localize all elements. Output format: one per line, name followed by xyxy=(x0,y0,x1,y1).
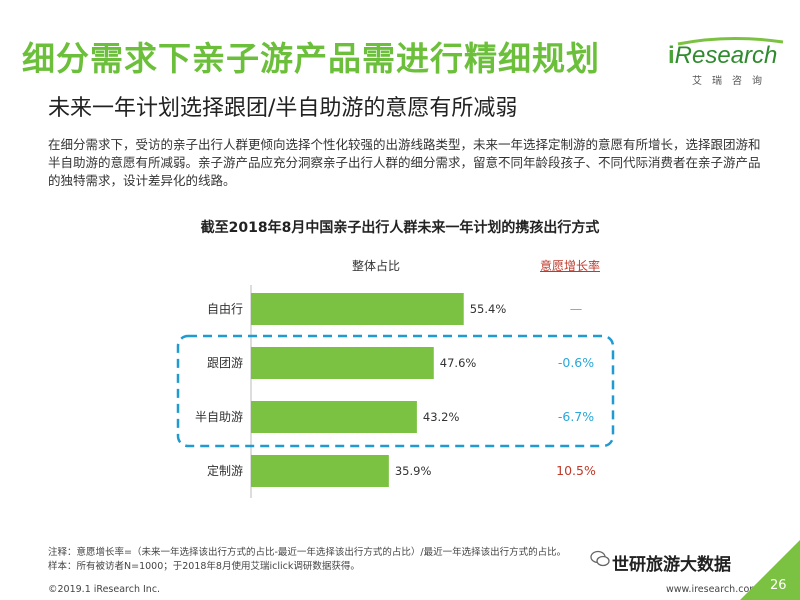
wechat-icon xyxy=(590,550,610,567)
value-label: 35.9% xyxy=(395,464,432,478)
value-label: 47.6% xyxy=(440,356,477,370)
logo-chinese: 艾瑞咨询 xyxy=(692,76,772,87)
column-header-share: 整体占比 xyxy=(352,259,401,273)
iresearch-logo: iResearch 艾瑞咨询 xyxy=(668,36,788,92)
bar xyxy=(251,455,389,487)
bar xyxy=(251,293,464,325)
page-number: 26 xyxy=(770,578,787,593)
logo-wordmark: iResearch xyxy=(668,42,777,70)
category-label: 跟团游 xyxy=(207,356,243,370)
description-text: 在细分需求下，受访的亲子出行人群更倾向选择个性化较强的出游线路类型，未来一年选择… xyxy=(48,137,761,188)
chart-title: 截至2018年8月中国亲子出行人群未来一年计划的携孩出行方式 xyxy=(200,220,600,236)
growth-rate-label: — xyxy=(570,301,583,316)
highlight-box xyxy=(176,334,615,448)
corner-decoration xyxy=(740,540,800,600)
growth-rate-label: 10.5% xyxy=(556,463,596,478)
logo-swoosh-icon xyxy=(677,36,784,46)
category-label: 定制游 xyxy=(207,463,243,478)
category-label: 半自助游 xyxy=(195,410,243,424)
footer-note-sample: 样本：所有被访者N=1000；于2018年8月使用艾瑞iclick调研数据获得。 xyxy=(48,561,360,572)
bar xyxy=(251,401,417,433)
logo-i: i xyxy=(668,42,675,69)
page-title: 细分需求下亲子游产品需进行精细规划 xyxy=(22,39,600,78)
growth-rate-label: -6.7% xyxy=(558,409,594,424)
copyright: ©2019.1 iResearch Inc. xyxy=(48,584,161,595)
footer-notes: 注释：意愿增长率=（未来一年选择该出行方式的占比-最近一年选择该出行方式的占比）… xyxy=(48,546,566,574)
column-header-growth-rate: 意愿增长率 xyxy=(540,259,601,273)
bar xyxy=(251,347,434,379)
category-label: 自由行 xyxy=(207,302,243,316)
website-link[interactable]: www.iresearch.com.cn xyxy=(666,584,773,595)
growth-rate-label: -0.6% xyxy=(558,355,594,370)
footer-note-formula: 注释：意愿增长率=（未来一年选择该出行方式的占比-最近一年选择该出行方式的占比）… xyxy=(48,547,567,558)
value-label: 55.4% xyxy=(470,302,507,316)
page-subtitle: 未来一年计划选择跟团/半自助游的意愿有所减弱 xyxy=(48,96,518,121)
watermark-text: 世研旅游大数据 xyxy=(612,555,731,575)
logo-research: Research xyxy=(674,42,778,69)
bar-chart: 自由行 55.4% — 跟团游 47.6% -0.6% 半自助游 43.2% -6.7% 定制游 3… xyxy=(176,285,615,498)
value-label: 43.2% xyxy=(423,410,460,424)
